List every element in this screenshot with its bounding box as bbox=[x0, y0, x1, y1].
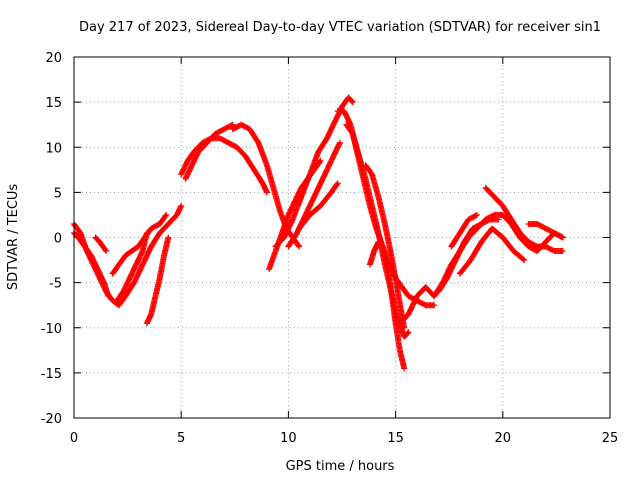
data-point bbox=[559, 234, 566, 241]
data-point bbox=[296, 243, 303, 250]
data-point bbox=[472, 212, 479, 219]
data-point bbox=[263, 189, 270, 196]
data-point bbox=[333, 181, 340, 188]
y-tick-label: 10 bbox=[45, 141, 62, 156]
data-point bbox=[348, 98, 355, 105]
data-point bbox=[558, 233, 565, 240]
series-track-8 bbox=[182, 121, 236, 182]
data-point bbox=[295, 242, 302, 249]
data-point bbox=[228, 122, 235, 129]
x-tick-label: 20 bbox=[495, 431, 512, 446]
data-point bbox=[165, 234, 172, 241]
x-axis-label: GPS time / hours bbox=[286, 459, 395, 474]
data-point bbox=[431, 302, 438, 309]
series-track-24 bbox=[525, 220, 566, 241]
data-point bbox=[105, 293, 112, 300]
plot-frame bbox=[73, 56, 611, 419]
series-track-3 bbox=[92, 234, 110, 255]
y-axis-label: SDTVAR / TECUs bbox=[6, 184, 21, 291]
x-tick-label: 15 bbox=[387, 431, 404, 446]
data-point bbox=[317, 157, 324, 164]
x-tick-label: 0 bbox=[70, 431, 78, 446]
data-point bbox=[349, 99, 356, 106]
data-point bbox=[334, 180, 341, 187]
data-point bbox=[316, 158, 323, 165]
data-point bbox=[405, 329, 412, 336]
chart-title: Day 217 of 2023, Sidereal Day-to-day VTE… bbox=[79, 20, 601, 35]
series-track-5 bbox=[113, 229, 150, 304]
y-tick-label: 15 bbox=[45, 96, 62, 111]
data-point bbox=[178, 202, 185, 209]
data-points bbox=[71, 94, 566, 372]
y-tick-label: -15 bbox=[41, 367, 62, 382]
series-track-2 bbox=[71, 229, 112, 300]
data-point bbox=[401, 365, 408, 372]
series-track-22 bbox=[482, 184, 566, 255]
data-point bbox=[520, 256, 527, 263]
x-tick-label: 10 bbox=[280, 431, 297, 446]
data-point bbox=[495, 216, 502, 223]
y-tick-label: 20 bbox=[45, 51, 62, 66]
y-tick-label: 5 bbox=[54, 186, 62, 201]
series-track-13 bbox=[296, 180, 341, 232]
data-point bbox=[163, 211, 170, 218]
data-point bbox=[143, 229, 150, 236]
y-tick-label: -20 bbox=[41, 412, 62, 427]
tick-labels: 0 5 10 15 20 25 -20 -15 -10 -5 0 5 10 15 20 bbox=[41, 51, 619, 446]
series-track-23 bbox=[456, 225, 528, 277]
data-point bbox=[162, 213, 169, 220]
series-track-17 bbox=[366, 239, 408, 372]
x-tick-label: 5 bbox=[177, 431, 185, 446]
data-point bbox=[521, 257, 528, 264]
data-point bbox=[103, 248, 110, 255]
data-point bbox=[559, 248, 566, 255]
series-track-20 bbox=[435, 216, 502, 295]
series-track-11 bbox=[272, 94, 356, 250]
grid bbox=[74, 57, 610, 418]
data-point bbox=[336, 139, 343, 146]
data-point bbox=[474, 211, 481, 218]
y-tick-label: 0 bbox=[54, 232, 62, 247]
series-track-21 bbox=[448, 211, 481, 250]
y-tick-label: -5 bbox=[49, 277, 62, 292]
series-track-12 bbox=[285, 139, 343, 250]
data-point bbox=[102, 246, 109, 253]
y-tick-label: -10 bbox=[41, 322, 62, 337]
x-tick-label: 25 bbox=[602, 431, 619, 446]
data-point bbox=[404, 330, 411, 337]
series-track-19 bbox=[431, 211, 566, 300]
series-track-6 bbox=[143, 234, 172, 327]
data-point bbox=[401, 324, 408, 331]
